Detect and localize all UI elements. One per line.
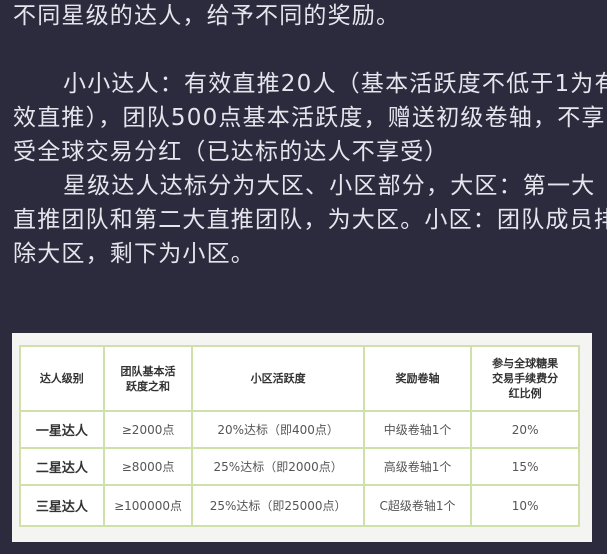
header-cell: 奖励卷轴 <box>362 345 473 412</box>
cell: ≥2000点 <box>102 410 194 449</box>
cell: 25%达标（即25000点） <box>191 484 365 527</box>
reward-table: 达人级别 团队基本活跃度之和 小区活跃度 奖励卷轴 参与全球糖果交易手续费分红比… <box>19 345 580 527</box>
reward-table-container: 达人级别 团队基本活跃度之和 小区活跃度 奖励卷轴 参与全球糖果交易手续费分红比… <box>12 333 592 542</box>
cell: ≥100000点 <box>102 484 194 527</box>
header-cell: 团队基本活跃度之和 <box>102 345 194 412</box>
header-cell: 达人级别 <box>19 345 105 412</box>
table-row: 一星达人 ≥2000点 20%达标（即400点） 中级卷轴1个 20% <box>19 410 580 449</box>
cell: 中级卷轴1个 <box>362 410 473 449</box>
paragraph-line: 小小达人：有效直推20人（基本活跃度不低于1为有 <box>63 71 607 97</box>
cell: 20%达标（即400点） <box>191 410 365 449</box>
header-cell: 小区活跃度 <box>191 345 365 412</box>
header-cell: 参与全球糖果交易手续费分红比例 <box>470 345 580 412</box>
cell: C超级卷轴1个 <box>362 484 473 527</box>
paragraph-line: 直推团队和第二大直推团队，为大区。小区：团队成员排 <box>13 207 607 233</box>
cell: 25%达标（即2000点） <box>191 447 365 486</box>
paragraph-line: 不同星级的达人，给予不同的奖励。 <box>13 3 401 29</box>
paragraph-line: 星级达人达标分为大区、小区部分，大区：第一大 <box>63 173 596 199</box>
table-row: 三星达人 ≥100000点 25%达标（即25000点） C超级卷轴1个 10% <box>19 484 580 527</box>
cell: 20% <box>470 410 580 449</box>
cell: 三星达人 <box>19 484 105 527</box>
cell: 一星达人 <box>19 410 105 449</box>
table-row: 二星达人 ≥8000点 25%达标（即2000点） 高级卷轴1个 15% <box>19 447 580 486</box>
cell: 15% <box>470 447 580 486</box>
cell: ≥8000点 <box>102 447 194 486</box>
cell: 二星达人 <box>19 447 105 486</box>
paragraph-line: 效直推），团队500点基本活跃度，赠送初级卷轴，不享 <box>13 105 606 131</box>
cell: 高级卷轴1个 <box>362 447 473 486</box>
cell: 10% <box>470 484 580 527</box>
table-header-row: 达人级别 团队基本活跃度之和 小区活跃度 奖励卷轴 参与全球糖果交易手续费分红比… <box>19 345 580 412</box>
paragraph-line: 除大区，剩下为小区。 <box>13 241 255 267</box>
paragraph-line: 受全球交易分红（已达标的达人不享受） <box>13 139 449 165</box>
